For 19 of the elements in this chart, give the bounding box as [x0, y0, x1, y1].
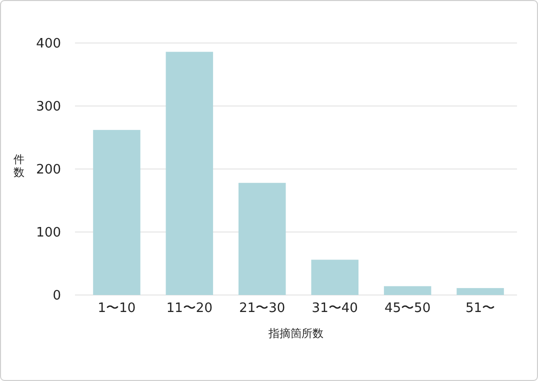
bar [384, 286, 432, 295]
x-tick-label: 31〜40 [312, 301, 358, 316]
y-axis-title: 件数 [14, 153, 24, 179]
bar [166, 52, 214, 295]
x-tick-label: 51〜 [466, 301, 496, 316]
y-tick-label: 200 [36, 162, 61, 178]
bar [456, 288, 504, 295]
x-tick-label: 21〜30 [239, 301, 286, 316]
y-tick-label: 0 [52, 288, 61, 304]
y-tick-label: 400 [36, 36, 61, 52]
x-tick-label: 1〜10 [98, 301, 136, 316]
x-axis-title: 指摘箇所数 [268, 327, 324, 340]
x-tick-label: 11〜20 [166, 301, 212, 316]
y-tick-label: 100 [36, 226, 61, 241]
bar [311, 260, 358, 295]
bar [238, 182, 286, 295]
bar [93, 130, 140, 295]
y-tick-label: 300 [36, 100, 61, 115]
x-tick-label: 45〜50 [384, 301, 431, 316]
